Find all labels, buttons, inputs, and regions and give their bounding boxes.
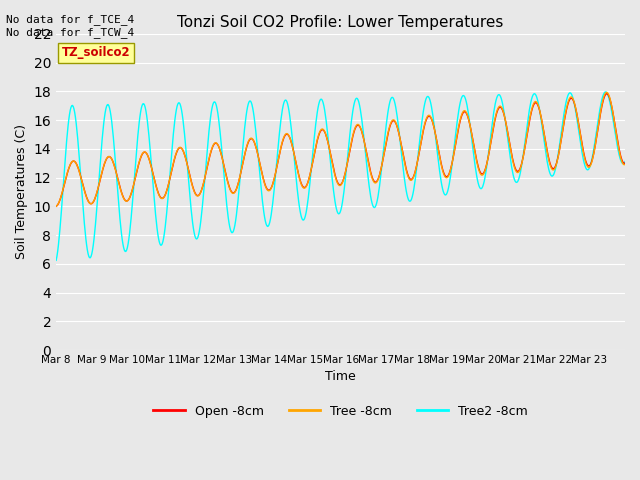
X-axis label: Time: Time [325,371,356,384]
Title: Tonzi Soil CO2 Profile: Lower Temperatures: Tonzi Soil CO2 Profile: Lower Temperatur… [177,15,504,30]
Legend: Open -8cm, Tree -8cm, Tree2 -8cm: Open -8cm, Tree -8cm, Tree2 -8cm [148,400,532,423]
Text: TZ_soilco2: TZ_soilco2 [62,46,131,59]
Text: No data for f_TCE_4
No data for f_TCW_4: No data for f_TCE_4 No data for f_TCW_4 [6,14,134,38]
Y-axis label: Soil Temperatures (C): Soil Temperatures (C) [15,124,28,260]
